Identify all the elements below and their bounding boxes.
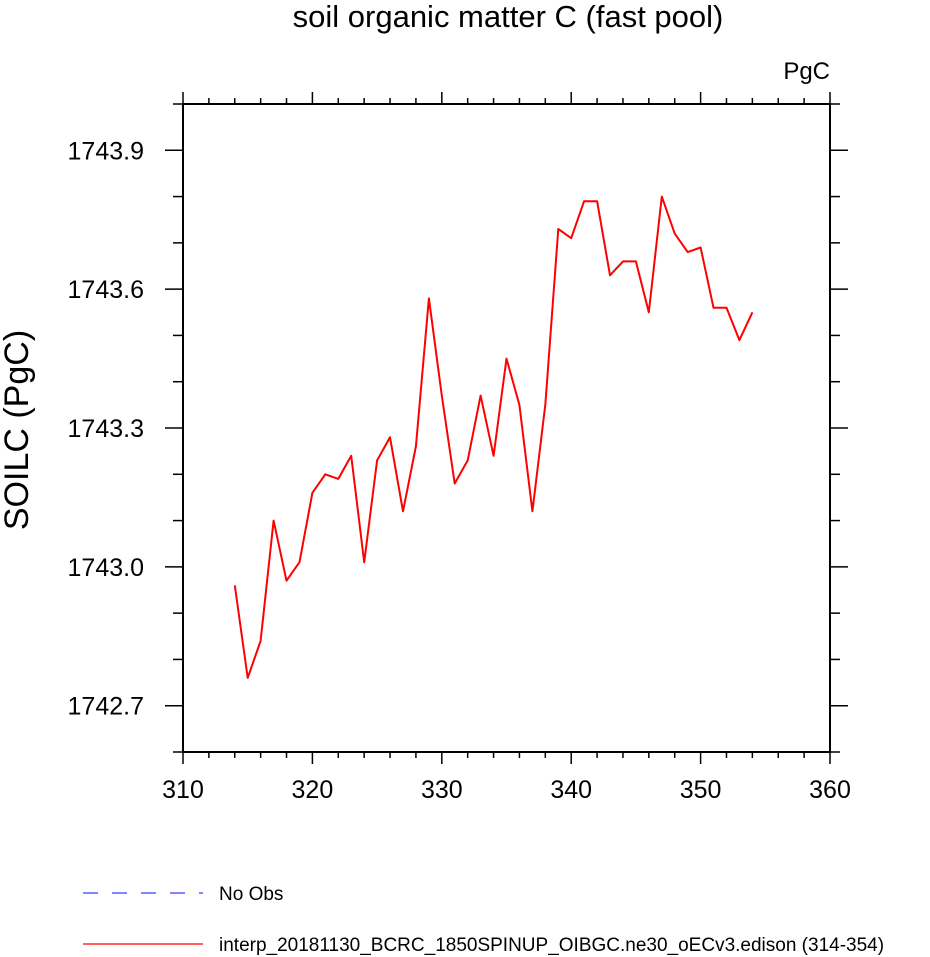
y-axis-label: SOILC (PgC)	[0, 330, 36, 530]
y-tick-label: 1743.6	[68, 276, 144, 304]
legend-label-model: interp_20181130_BCRC_1850SPINUP_OIBGC.ne…	[219, 935, 884, 956]
x-tick-label: 320	[292, 776, 334, 804]
units-label: PgC	[783, 58, 830, 85]
chart-title: soil organic matter C (fast pool)	[293, 0, 724, 34]
legend: No Obs interp_20181130_BCRC_1850SPINUP_O…	[83, 884, 884, 956]
x-tick-label: 310	[162, 776, 204, 804]
y-tick-label: 1743.3	[68, 415, 144, 443]
tick-labels: 310 320 330 340 350 360 1742.7 1743.0 1743.3 1743…	[68, 137, 851, 804]
x-tick-label: 330	[421, 776, 463, 804]
x-tick-label: 350	[680, 776, 722, 804]
x-tick-label: 340	[550, 776, 592, 804]
y-tick-label: 1743.0	[68, 554, 144, 582]
series-line	[233, 195, 754, 679]
axis-ticks	[165, 92, 848, 764]
y-tick-label: 1742.7	[68, 693, 144, 721]
y-tick-label: 1743.9	[68, 137, 144, 165]
series-layer	[233, 195, 754, 679]
x-tick-label: 360	[809, 776, 851, 804]
plot-frame	[182, 103, 831, 753]
legend-label-no-obs: No Obs	[219, 884, 283, 905]
